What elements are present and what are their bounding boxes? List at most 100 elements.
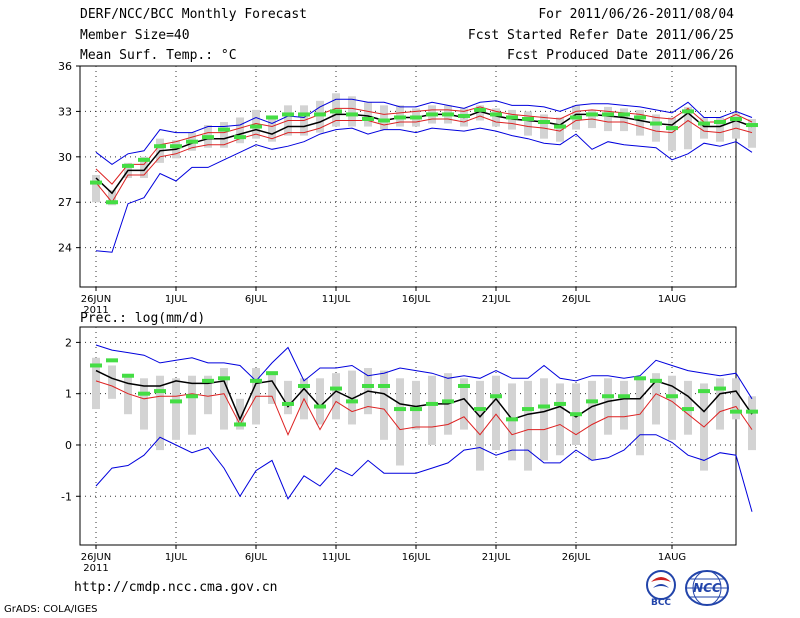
temp-spread-bar-8 <box>220 122 228 148</box>
prec-xtick-sublabel-0: 2011 <box>83 563 108 574</box>
prec-spread-bar-21 <box>428 375 436 445</box>
temp-median-mark-37 <box>682 109 694 114</box>
prec-median-mark-35 <box>650 378 662 383</box>
prec-median-mark-15 <box>330 386 342 391</box>
temp-spread-bar-11 <box>268 117 276 142</box>
prec-median-mark-28 <box>538 404 550 409</box>
forecast-title: DERF/NCC/BCC Monthly Forecast <box>80 7 307 22</box>
forecast-period: For 2011/06/26-2011/08/04 <box>538 7 734 22</box>
prec-spread-bar-40 <box>732 378 740 420</box>
prec-spread-bar-3 <box>140 378 148 430</box>
temp-spread-bar-14 <box>316 100 324 133</box>
prec-spread-bar-41 <box>748 396 756 451</box>
temp-median-mark-21 <box>426 112 438 117</box>
prec-xtick-label-2: 6JUL <box>245 552 268 563</box>
prec-median-mark-9 <box>234 422 246 427</box>
prec-median-mark-21 <box>426 401 438 406</box>
prec-median-mark-11 <box>266 371 278 376</box>
temp-spread-bar-34 <box>636 109 644 136</box>
prec-median-mark-5 <box>170 399 182 404</box>
temp-median-mark-31 <box>586 112 598 117</box>
temp-median-mark-4 <box>154 144 166 149</box>
member-size: Member Size=40 <box>80 27 190 43</box>
prec-ytick-label-2: 1 <box>65 388 72 401</box>
temp-xtick-label-1: 1JUL <box>165 294 188 305</box>
prec-spread-bar-4 <box>156 375 164 451</box>
temp-ytick-label-3: 33 <box>58 105 72 118</box>
prec-median-mark-1 <box>106 358 118 363</box>
temp-median-mark-30 <box>570 115 582 120</box>
variable-label: Mean Surf. Temp.: °C <box>80 48 237 63</box>
prec-median-mark-39 <box>714 386 726 391</box>
temp-median-mark-40 <box>730 116 742 121</box>
prec-spread-bar-33 <box>620 380 628 430</box>
temp-spread-bar-10 <box>252 109 260 139</box>
temp-median-mark-33 <box>618 112 630 117</box>
temp-xtick-label-0: 26JUN <box>81 294 111 305</box>
temp-median-mark-12 <box>282 112 294 117</box>
temp-xtick-label-2: 6JUL <box>245 294 268 305</box>
prec-median-mark-13 <box>298 383 310 388</box>
temp-mean-line <box>95 110 753 195</box>
temp-spread-bar-32 <box>604 106 612 132</box>
temp-median-mark-3 <box>138 157 150 162</box>
temp-ytick-label-1: 27 <box>58 196 72 209</box>
temp-median-mark-0 <box>90 180 102 185</box>
prec-median-mark-34 <box>634 376 646 381</box>
temp-median-mark-19 <box>394 115 406 120</box>
temp-spread-bar-33 <box>620 108 628 132</box>
prec-median-mark-7 <box>202 378 214 383</box>
prec-median-mark-0 <box>90 363 102 368</box>
prec-median-mark-29 <box>554 401 566 406</box>
temp-xtick-label-4: 16JUL <box>402 294 431 305</box>
prec-median-mark-27 <box>522 407 534 412</box>
prec-median-mark-30 <box>570 412 582 417</box>
grads-credit: GrADS: COLA/IGES <box>4 604 98 615</box>
prec-median-mark-17 <box>362 383 374 388</box>
prec-median-mark-12 <box>282 401 294 406</box>
prec-median-mark-40 <box>730 409 742 414</box>
temp-median-mark-15 <box>330 109 342 114</box>
temp-spread-bar-27 <box>524 111 532 136</box>
prec-ytick-label-0: -1 <box>61 490 72 503</box>
prec-spread-bar-0 <box>92 357 100 410</box>
prec-xtick-label-4: 16JUL <box>402 552 431 563</box>
temp-median-mark-32 <box>602 112 614 117</box>
temp-median-mark-8 <box>218 127 230 132</box>
temp-median-mark-36 <box>666 126 678 131</box>
prec-spread-bar-12 <box>284 380 292 415</box>
prec-title: Prec.: log(mm/d) <box>80 311 205 326</box>
prec-spread-bar-26 <box>508 383 516 461</box>
prec-median-mark-16 <box>346 399 358 404</box>
prec-max-line <box>95 344 753 400</box>
source-url[interactable]: http://cmdp.ncc.cma.gov.cn <box>74 580 278 595</box>
prec-median-mark-23 <box>458 383 470 388</box>
temp-median-mark-34 <box>634 115 646 120</box>
temp-spread-bar-36 <box>668 117 676 151</box>
temp-spread-bar-17 <box>364 102 372 127</box>
prec-median-mark-22 <box>442 399 454 404</box>
ncc-logo-text: NCC <box>693 581 721 595</box>
prec-median-mark-2 <box>122 373 134 378</box>
prec-median-mark-38 <box>698 389 710 394</box>
prec-lower-line <box>95 380 753 436</box>
prec-mean-line <box>95 369 753 422</box>
prec-xtick-label-5: 21JUL <box>482 552 511 563</box>
prec-spread-bar-28 <box>540 378 548 461</box>
temp-min-line <box>95 127 753 253</box>
prec-median-mark-6 <box>186 394 198 399</box>
temp-spread-bar-35 <box>652 114 660 142</box>
temp-median-mark-35 <box>650 121 662 126</box>
temp-median-mark-41 <box>746 123 758 128</box>
temp-xtick-label-5: 21JUL <box>482 294 511 305</box>
temp-ytick-label-4: 36 <box>58 60 72 73</box>
prec-spread-bar-11 <box>268 373 276 404</box>
prec-median-mark-24 <box>474 407 486 412</box>
temp-median-mark-13 <box>298 112 310 117</box>
prec-plot-frame <box>79 326 737 546</box>
prec-spread-bar-14 <box>316 378 324 425</box>
prec-spread-bar-9 <box>236 398 244 430</box>
temp-ytick-label-2: 30 <box>58 151 72 164</box>
temp-xtick-label-7: 1AUG <box>658 294 686 305</box>
